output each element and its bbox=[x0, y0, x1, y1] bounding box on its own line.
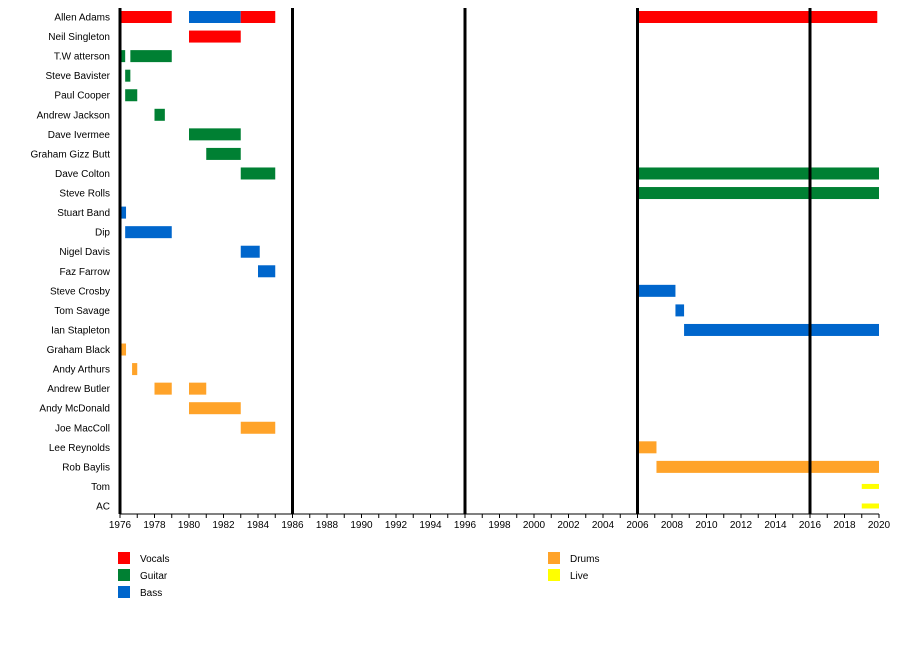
legend-swatch-live bbox=[548, 569, 560, 581]
bar-guitar bbox=[125, 89, 138, 102]
bar-drums bbox=[189, 402, 241, 415]
x-tick-label: 2012 bbox=[730, 520, 753, 531]
legend-label-guitar: Guitar bbox=[140, 571, 168, 582]
bar-vocals bbox=[189, 30, 241, 43]
bar-drums bbox=[154, 382, 172, 395]
x-tick-label: 1978 bbox=[143, 520, 166, 531]
member-label: Neil Singleton bbox=[48, 32, 110, 43]
bar-vocals bbox=[240, 11, 276, 23]
bar-guitar bbox=[154, 108, 165, 121]
legend-swatch-guitar bbox=[118, 569, 130, 581]
x-tick-label: 2004 bbox=[592, 520, 615, 531]
bar-bass bbox=[258, 265, 276, 278]
bar-drums bbox=[240, 421, 276, 434]
x-tick-label: 1986 bbox=[281, 520, 304, 531]
x-tick-label: 2014 bbox=[764, 520, 787, 531]
bar-guitar bbox=[637, 187, 879, 200]
member-label: T.W atterson bbox=[54, 52, 110, 63]
bar-guitar bbox=[240, 167, 276, 180]
member-label: AC bbox=[96, 502, 110, 513]
x-tick-label: 2006 bbox=[626, 520, 649, 531]
bar-guitar bbox=[189, 128, 241, 141]
bar-drums bbox=[656, 460, 879, 473]
axes-layer: 1976 1978 1980 1982 1984 1986 1988 1990 1992 1994… bbox=[109, 8, 891, 531]
member-label: Andrew Jackson bbox=[37, 110, 110, 121]
bar-bass bbox=[240, 245, 260, 258]
bar-guitar bbox=[130, 50, 172, 63]
member-label: Dip bbox=[95, 228, 110, 239]
legend-swatch-vocals bbox=[118, 552, 130, 564]
x-tick-label: 1988 bbox=[316, 520, 339, 531]
member-label: Ian Stapleton bbox=[51, 325, 110, 336]
x-tick-label: 1996 bbox=[454, 520, 477, 531]
x-tick-label: 2020 bbox=[868, 520, 891, 531]
x-tick-label: 2008 bbox=[661, 520, 684, 531]
x-tick-label: 1998 bbox=[488, 520, 511, 531]
x-tick-label: 1982 bbox=[212, 520, 235, 531]
member-label: Paul Cooper bbox=[54, 91, 110, 102]
member-label: Stuart Band bbox=[57, 208, 110, 219]
x-tick-label: 1992 bbox=[385, 520, 408, 531]
legend-swatch-drums bbox=[548, 552, 560, 564]
x-tick-label: 2016 bbox=[799, 520, 822, 531]
legend-label-live: Live bbox=[570, 571, 589, 582]
x-tick-label: 1990 bbox=[350, 520, 373, 531]
x-tick-label: 1980 bbox=[178, 520, 201, 531]
member-label: Tom Savage bbox=[54, 306, 110, 317]
member-label: Rob Baylis bbox=[62, 462, 110, 473]
member-label: Faz Farrow bbox=[59, 267, 110, 278]
x-tick-label: 2000 bbox=[523, 520, 546, 531]
member-labels-layer: Allen Adams Neil Singleton T.W atterson Ste… bbox=[31, 13, 111, 513]
bar-guitar bbox=[206, 147, 241, 160]
legend-label-vocals: Vocals bbox=[140, 554, 169, 565]
legend: Vocals Guitar Bass Drums Live bbox=[118, 552, 599, 599]
bar-guitar bbox=[120, 50, 126, 63]
bar-drums bbox=[637, 441, 657, 454]
x-tick-label: 2002 bbox=[557, 520, 580, 531]
bar-bass bbox=[125, 226, 172, 239]
bar-drums bbox=[132, 363, 138, 376]
member-label: Steve Bavister bbox=[46, 71, 111, 82]
bar-live bbox=[861, 503, 879, 509]
bar-bass bbox=[189, 11, 241, 23]
legend-swatch-bass bbox=[118, 586, 130, 598]
bar-drums bbox=[189, 382, 207, 395]
member-label: Lee Reynolds bbox=[49, 443, 110, 454]
x-tick-label: 1984 bbox=[247, 520, 270, 531]
marker-lines-layer bbox=[291, 8, 812, 514]
member-label: Joe MacColl bbox=[55, 423, 110, 434]
bar-vocals bbox=[120, 11, 172, 23]
member-label: Nigel Davis bbox=[59, 247, 110, 258]
legend-label-bass: Bass bbox=[140, 588, 162, 599]
bar-bass bbox=[675, 304, 685, 317]
x-tick-label: 1976 bbox=[109, 520, 132, 531]
bar-guitar bbox=[125, 69, 131, 82]
member-label: Allen Adams bbox=[54, 13, 110, 24]
member-label: Graham Black bbox=[47, 345, 111, 356]
member-label: Graham Gizz Butt bbox=[31, 149, 111, 160]
member-label: Dave Colton bbox=[55, 169, 110, 180]
bar-bass bbox=[637, 284, 676, 297]
bars-layer bbox=[120, 11, 879, 509]
member-label: Andy McDonald bbox=[39, 404, 110, 415]
x-tick-label: 1994 bbox=[419, 520, 442, 531]
bar-guitar bbox=[637, 167, 879, 180]
member-label: Andy Arthurs bbox=[53, 365, 110, 376]
member-label: Andrew Butler bbox=[47, 384, 110, 395]
bar-drums bbox=[120, 343, 127, 356]
bar-vocals bbox=[637, 11, 878, 23]
bar-live bbox=[861, 483, 879, 489]
member-label: Steve Crosby bbox=[50, 286, 110, 297]
bar-bass bbox=[120, 206, 127, 219]
member-label: Tom bbox=[91, 482, 110, 493]
x-tick-label: 2018 bbox=[833, 520, 856, 531]
member-label: Dave Ivermee bbox=[48, 130, 111, 141]
member-label: Steve Rolls bbox=[59, 189, 110, 200]
bar-bass bbox=[684, 323, 879, 336]
legend-label-drums: Drums bbox=[570, 554, 599, 565]
x-tick-label: 2010 bbox=[695, 520, 718, 531]
